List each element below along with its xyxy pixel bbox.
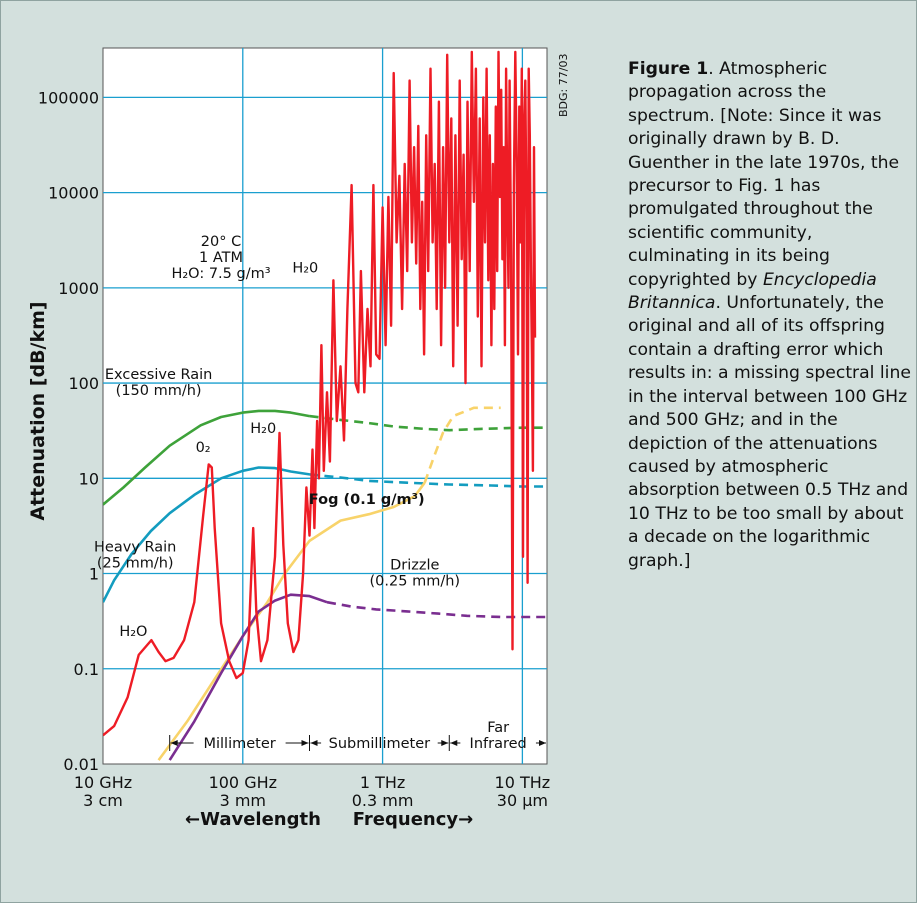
y-tick-label-10000: 10000 [48,184,99,203]
y-tick-labels: 0.01 0.1 1 10 100 1000 10000 100000 [38,88,99,774]
heavy-rain-sublabel: (25 mm/h) [97,556,174,572]
heavy-rain-dashed-line [309,473,547,488]
x-tick-label-100-ghz: 100 GHz [209,773,277,792]
y-tick-label-1000: 1000 [58,279,99,298]
watermark: BDG: 77/03 [557,54,570,117]
conditions-humidity: H₂O: 7.5 g/m³ [171,266,270,282]
wavelength-label: ←Wavelength [185,809,321,830]
band-infrared-left-arrowhead [450,740,458,746]
figure-caption: Figure 1. Atmospheric propagation across… [628,58,913,573]
band-submillimeter-left-arrowhead [310,740,318,746]
y-tick-label-0-01: 0.01 [63,755,99,774]
fog-dashed-line [423,406,501,484]
y-tick-label-100: 100 [68,374,99,393]
excessive-rain-dashed-line [309,414,547,432]
atmospheric-absorption-line [103,50,537,737]
x-tick-label-1-thz: 1 THz [360,773,405,792]
x-tick-label-10-thz: 10 THz [495,773,551,792]
caption-text-1: . Atmospheric propagation across the spe… [628,59,900,290]
frequency-label: Frequency→ [353,809,473,830]
caption-figure-label: Figure 1 [628,59,709,79]
excessive-rain-sublabel: (150 mm/h) [116,383,202,399]
band-submillimeter-label: Submillimeter [329,736,430,752]
drizzle-dashed-line [326,600,547,619]
excessive-rain-line [103,409,310,506]
y-tick-label-1: 1 [89,565,99,584]
y-tick-label-0-1: 0.1 [74,660,99,679]
conditions-temperature: 20° C [201,234,241,250]
band-millimeter-label: Millimeter [203,736,275,752]
band-infrared-label: Infrared [470,736,527,752]
y-axis-title: Attenuation [dB/km] [27,301,49,520]
annotation-4: H₂0 [292,260,318,276]
x-tick-wavelength-0-3-mm: 0.3 mm [352,791,414,810]
x-tick-wavelength-3-cm: 3 cm [83,791,123,810]
curves [103,50,547,761]
caption-text-2: . Unfortunately, the original and all of… [628,293,911,571]
heavy-rain-label: Heavy Rain [94,540,176,556]
caption-italic: Encyclopedia Britannica [628,269,877,314]
fog-label: Fog (0.1 g/m³) [309,492,425,508]
band-millimeter-right-arrowhead [301,740,309,746]
band-infrared-right-arrowhead [539,740,546,746]
annotations: H₂O 0₂ H₂0 H₂0 [119,260,318,640]
drizzle-sublabel: (0.25 mm/h) [370,574,461,590]
annotation-3: H₂0 [250,421,276,437]
fog-line [157,481,426,761]
y-tick-label-10: 10 [79,469,99,488]
band-submillimeter-right-arrowhead [441,740,449,746]
band-millimeter-left-arrowhead [170,740,178,746]
x-tick-wavelength-30-m: 30 μm [497,791,548,810]
drizzle-line [168,593,328,761]
annotation-2: 0₂ [196,440,211,456]
band-infrared-label-prefix: Far [487,720,509,736]
x-tick-wavelength-3-mm: 3 mm [220,791,266,810]
series-labels: Excessive Rain(150 mm/h) Heavy Rain(25 mm… [94,367,460,589]
excessive-rain-label: Excessive Rain [105,367,213,383]
conditions-pressure: 1 ATM [199,250,243,266]
y-tick-label-100000: 100000 [38,88,99,107]
x-tick-label-10-ghz: 10 GHz [74,773,132,792]
annotation-1: H₂O [119,624,147,640]
drizzle-label: Drizzle [390,558,439,574]
